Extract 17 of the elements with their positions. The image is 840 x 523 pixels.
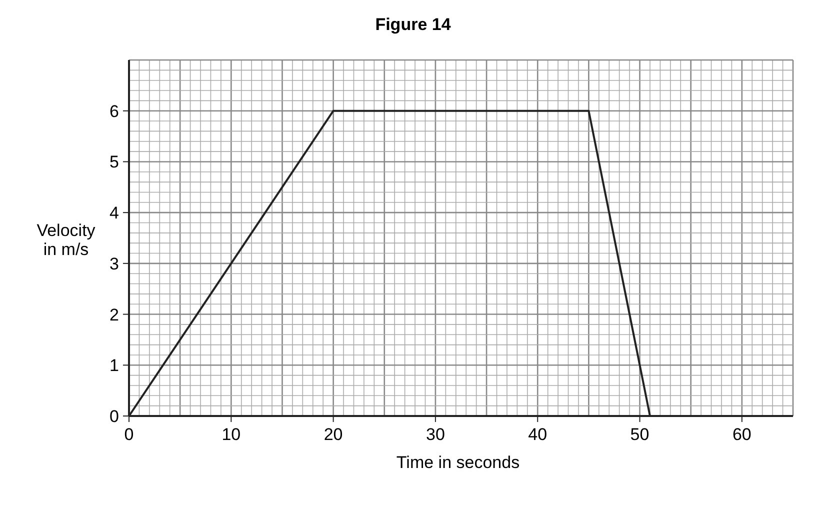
y-tick-label: 5: [110, 152, 119, 172]
chart-title: Figure 14: [375, 15, 452, 34]
y-tick-label: 2: [110, 305, 119, 324]
x-tick-label: 40: [528, 425, 548, 444]
y-tick-label: 1: [110, 356, 119, 376]
x-tick-label: 0: [124, 425, 134, 444]
y-tick-label: 6: [110, 102, 119, 121]
x-axis-title: Time in seconds: [396, 453, 520, 472]
y-tick-label: 0: [110, 407, 119, 426]
x-tick-label: 60: [732, 425, 752, 444]
y-tick-label: 3: [110, 254, 119, 274]
x-tick-label: 50: [630, 425, 650, 444]
y-axis-title: Velocity in m/s: [36, 221, 96, 259]
x-tick-label: 20: [324, 425, 343, 444]
x-tick-label: 10: [222, 425, 241, 444]
y-tick-label: 4: [110, 204, 119, 223]
x-tick-label: 30: [426, 425, 445, 444]
